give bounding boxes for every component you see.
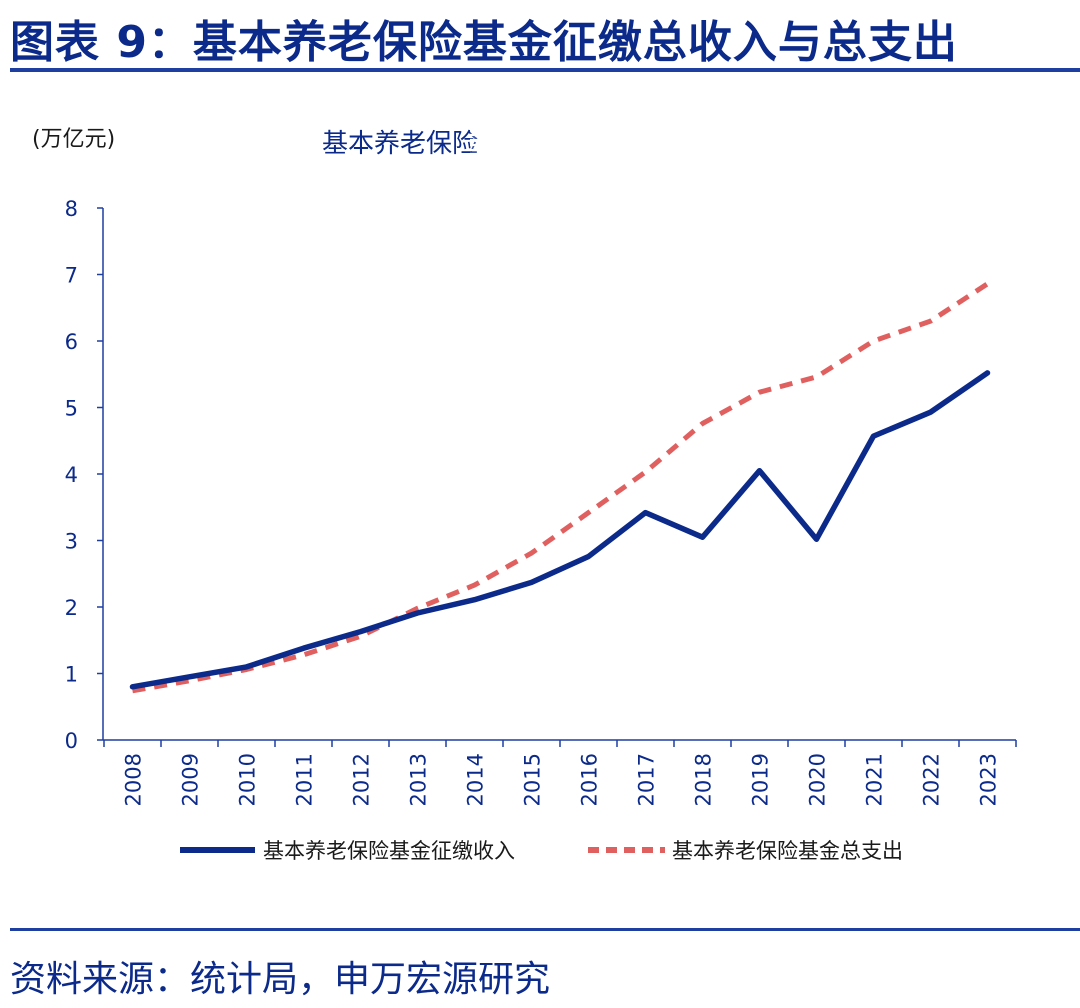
footer-divider <box>10 928 1080 931</box>
y-tick-label: 0 <box>65 729 78 753</box>
y-axis-unit-label: (万亿元) <box>32 127 115 152</box>
x-tick-label: 2008 <box>122 753 146 806</box>
legend-label: 基本养老保险基金总支出 <box>672 839 903 863</box>
x-tick-label: 2009 <box>179 753 203 806</box>
title-fade-overlay <box>470 126 790 158</box>
y-tick-label: 2 <box>65 596 78 620</box>
x-tick-label: 2013 <box>407 753 431 806</box>
x-tick-label: 2022 <box>920 753 944 806</box>
chart-inner-title: 基本养老保险 <box>322 129 478 159</box>
y-tick-label: 4 <box>65 463 78 487</box>
x-tick-label: 2016 <box>578 753 602 806</box>
y-tick-label: 7 <box>65 264 78 288</box>
chart-figure-title: 图表 9：基本养老保险基金征缴总收入与总支出 <box>10 17 958 68</box>
x-tick-label: 2023 <box>977 753 1001 806</box>
x-tick-label: 2015 <box>521 753 545 806</box>
x-tick-label: 2017 <box>635 753 659 806</box>
y-tick-label: 8 <box>65 197 78 221</box>
x-tick-label: 2018 <box>692 753 716 806</box>
legend-label: 基本养老保险基金征缴收入 <box>263 839 515 863</box>
expenditure-series-line <box>132 281 989 694</box>
x-tick-label: 2011 <box>293 753 317 806</box>
x-tick-label: 2021 <box>863 753 887 806</box>
x-tick-label: 2010 <box>236 753 260 806</box>
income-series-line <box>129 370 991 690</box>
y-tick-label: 5 <box>65 397 78 421</box>
line-chart: (万亿元) 基本养老保险 0 1 2 3 4 5 6 7 8 2008 2009 2010 2011 20… <box>32 127 1017 863</box>
source-note: 资料来源：统计局，申万宏源研究 <box>10 959 551 1000</box>
x-tick-label: 2019 <box>749 753 773 806</box>
y-tick-label: 6 <box>65 330 78 354</box>
x-tick-label: 2020 <box>806 753 830 806</box>
y-tick-label: 3 <box>65 530 78 554</box>
y-tick-label: 1 <box>65 663 78 687</box>
x-tick-label: 2014 <box>464 753 488 806</box>
header-divider <box>10 68 1080 72</box>
x-tick-label: 2012 <box>350 753 374 806</box>
